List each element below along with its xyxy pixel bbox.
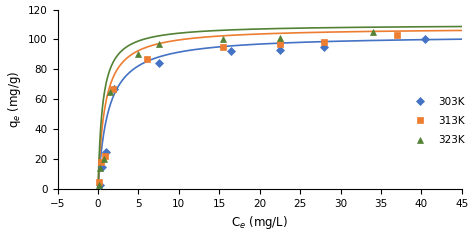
Line: 303K: 303K: [97, 36, 428, 188]
313K: [144, 58, 149, 60]
323K: [370, 31, 376, 33]
313K: [321, 41, 327, 44]
303K: [97, 183, 102, 186]
323K: [98, 167, 103, 170]
X-axis label: C$_e$ (mg/L): C$_e$ (mg/L): [231, 214, 288, 232]
313K: [96, 180, 102, 183]
313K: [102, 155, 108, 158]
313K: [277, 43, 283, 46]
303K: [156, 62, 162, 65]
303K: [103, 150, 109, 153]
Line: 313K: 313K: [96, 32, 400, 185]
303K: [423, 38, 428, 41]
323K: [277, 36, 283, 39]
323K: [101, 158, 107, 161]
323K: [107, 91, 113, 93]
313K: [394, 34, 400, 36]
323K: [96, 183, 101, 186]
Line: 323K: 323K: [95, 28, 376, 188]
323K: [136, 53, 141, 56]
Y-axis label: q$_e$ (mg/g): q$_e$ (mg/g): [6, 71, 23, 128]
313K: [109, 87, 115, 90]
303K: [277, 49, 283, 51]
303K: [111, 87, 117, 90]
303K: [99, 165, 105, 168]
313K: [220, 46, 226, 48]
303K: [228, 50, 234, 53]
Legend: 303K, 313K, 323K: 303K, 313K, 323K: [411, 96, 465, 145]
313K: [99, 161, 104, 164]
323K: [156, 43, 162, 46]
323K: [220, 38, 226, 41]
303K: [321, 46, 327, 48]
